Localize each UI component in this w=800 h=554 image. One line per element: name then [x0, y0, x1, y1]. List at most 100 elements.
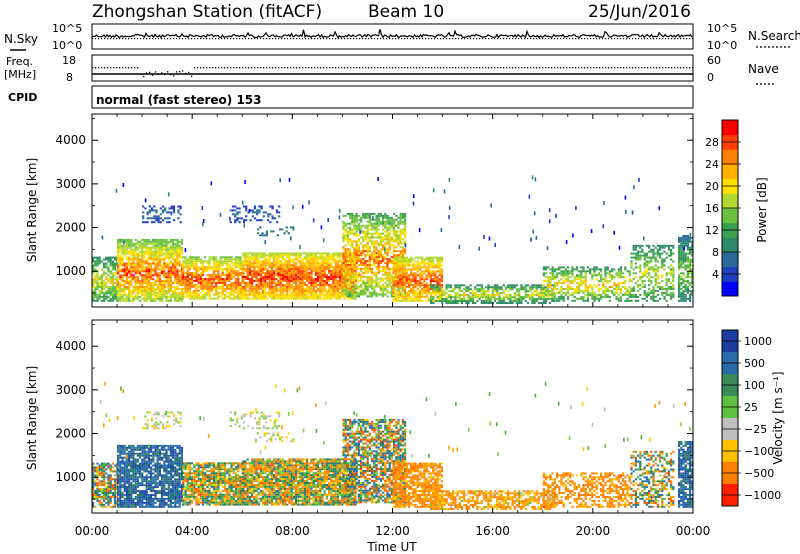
heatmap-cell [344, 222, 347, 225]
heatmap-cell [215, 256, 218, 259]
heatmap-cell [482, 288, 486, 291]
heatmap-cell [364, 216, 367, 219]
heatmap-cell [390, 260, 393, 263]
heatmap-cell [123, 270, 126, 273]
heatmap-cell [264, 293, 267, 296]
heatmap-cell [518, 296, 521, 299]
heatmap-cell [597, 293, 600, 296]
heatmap-cell [438, 288, 442, 291]
heatmap-cell [371, 287, 374, 290]
heatmap-cell [234, 264, 238, 267]
heatmap-cell [257, 297, 260, 300]
heatmap-cell [284, 289, 287, 292]
heatmap-cell [186, 266, 189, 269]
heatmap-cell [128, 270, 131, 273]
heatmap-cell [172, 293, 175, 296]
heatmap-cell [308, 258, 311, 261]
heatmap-cell [111, 274, 114, 277]
heatmap-cell [275, 283, 278, 286]
heatmap-cell [244, 293, 247, 296]
heatmap-cell [139, 290, 142, 292]
heatmap-cell [141, 288, 144, 290]
heatmap-cell [266, 291, 269, 294]
heatmap-cell [500, 288, 503, 291]
heatmap-cell [299, 260, 302, 263]
heatmap-cell [643, 286, 646, 288]
heatmap-cell [334, 297, 337, 300]
heatmap-cell [362, 238, 365, 241]
heatmap-cell [604, 290, 607, 292]
heatmap-cell [234, 270, 238, 273]
heatmap-cell [463, 288, 466, 291]
heatmap-cell [375, 258, 378, 261]
heatmap-cell [405, 276, 408, 279]
heatmap-cell [423, 295, 426, 298]
heatmap-cell [661, 291, 664, 294]
heatmap-cell [217, 264, 220, 267]
heatmap-cell [395, 232, 398, 235]
heatmap-cell [489, 296, 492, 299]
heatmap-cell [279, 266, 282, 269]
heatmap-cell [349, 267, 352, 270]
heatmap-cell [268, 262, 271, 265]
heatmap-cell [172, 256, 175, 259]
heatmap-cell [119, 293, 122, 296]
heatmap-cell [394, 258, 397, 261]
heatmap-cell [266, 262, 269, 265]
heatmap-cell [281, 258, 284, 261]
heatmap-cell [425, 288, 428, 290]
heatmap-cell [648, 256, 651, 259]
heatmap-cell [321, 274, 324, 276]
heatmap-cell [366, 248, 369, 251]
heatmap-cell [255, 258, 258, 261]
heatmap-cell [542, 288, 545, 291]
heatmap-cell [432, 292, 435, 295]
heatmap-cell [375, 254, 378, 257]
heatmap-cell [496, 288, 499, 291]
heatmap-cell [386, 289, 389, 292]
heatmap-cell [349, 222, 352, 225]
heatmap-cell [336, 254, 339, 257]
heatmap-cell [156, 246, 159, 249]
heatmap-cell [434, 276, 437, 279]
heatmap-cell [253, 264, 256, 267]
heatmap-cell [560, 278, 563, 281]
heatmap-cell [201, 293, 205, 296]
heatmap-cell [167, 252, 170, 255]
heatmap-cell [332, 254, 335, 257]
heatmap-cell [182, 295, 185, 298]
heatmap-cell [219, 256, 222, 259]
heatmap-cell [286, 276, 289, 278]
heatmap-cell [158, 288, 161, 290]
heatmap-cell [125, 276, 128, 279]
heatmap-cell [182, 278, 185, 280]
heatmap-cell [150, 272, 153, 275]
heatmap-cell [123, 244, 126, 247]
heatmap-cell [571, 274, 574, 277]
heatmap-cell [128, 280, 131, 283]
heatmap-cell [239, 264, 242, 267]
heatmap-cell [371, 264, 374, 266]
heatmap-cell [253, 254, 256, 257]
heatmap-cell [480, 286, 483, 289]
heatmap-cell [397, 216, 400, 219]
heatmap-cell [310, 272, 313, 275]
heatmap-cell [268, 270, 271, 273]
heatmap-cell [440, 274, 444, 277]
heatmap-cell [92, 264, 95, 267]
heatmap-cell [288, 268, 291, 271]
heatmap-cell [396, 290, 400, 292]
heatmap-cell [357, 214, 360, 217]
heatmap-cell [392, 286, 395, 288]
heatmap-cell [362, 250, 365, 253]
heatmap-cell [169, 274, 172, 277]
heatmap-cell [257, 293, 260, 296]
heatmap-cell [580, 284, 583, 287]
heatmap-cell [134, 250, 137, 253]
heatmap-cell [299, 270, 302, 273]
heatmap-cell [132, 250, 135, 253]
heatmap-cell [257, 270, 260, 273]
heatmap-cell [542, 294, 545, 297]
heatmap-cell [438, 286, 442, 289]
heatmap-cell [654, 272, 657, 275]
